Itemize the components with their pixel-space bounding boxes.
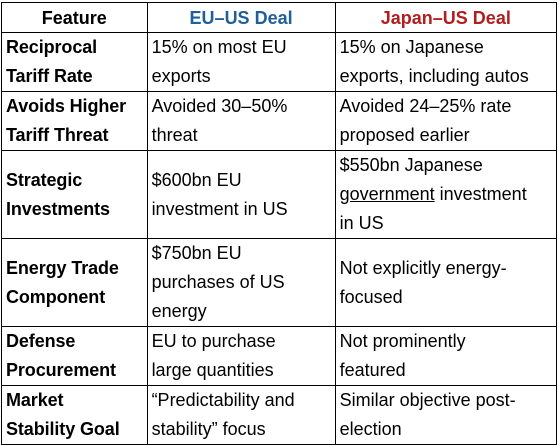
eu-line: $750bn EU bbox=[151, 243, 242, 263]
table-row: Avoids Higher Tariff Threat Avoided 30–5… bbox=[1, 91, 558, 151]
eu-line: Avoided 30–50% bbox=[151, 96, 288, 116]
japan-line: Not prominently bbox=[339, 331, 466, 351]
eu-cell: 15% on most EU exports bbox=[146, 32, 336, 92]
japan-line: election bbox=[339, 419, 402, 439]
japan-cell: Similar objective post- election bbox=[334, 385, 558, 445]
japan-underlined-word: government bbox=[339, 184, 435, 204]
header-feature: Feature bbox=[1, 2, 148, 33]
eu-cell: $600bn EU investment in US bbox=[146, 150, 336, 239]
table-row: Strategic Investments $600bn EU investme… bbox=[1, 150, 558, 239]
eu-line: exports bbox=[151, 66, 211, 86]
feature-line: Market bbox=[6, 390, 64, 410]
feature-line: Tariff Threat bbox=[6, 125, 109, 145]
japan-line: in US bbox=[339, 213, 384, 233]
feature-line: Defense bbox=[6, 331, 76, 351]
japan-line: Avoided 24–25% rate bbox=[339, 96, 512, 116]
header-japan-us-deal: Japan–US Deal bbox=[334, 2, 558, 33]
japan-cell: Avoided 24–25% rate proposed earlier bbox=[334, 91, 558, 151]
feature-line: Strategic bbox=[6, 169, 83, 190]
japan-line: $550bn Japanese bbox=[339, 155, 483, 175]
japan-line: proposed earlier bbox=[339, 125, 470, 145]
eu-line: energy bbox=[151, 301, 207, 321]
japan-cell: 15% on Japanese exports, including autos bbox=[334, 32, 558, 92]
japan-line: Similar objective post- bbox=[339, 390, 516, 410]
eu-line: investment in US bbox=[151, 198, 288, 219]
japan-line: featured bbox=[339, 360, 406, 380]
feature-cell: Market Stability Goal bbox=[1, 385, 148, 445]
japan-line: focused bbox=[339, 286, 403, 307]
eu-line: threat bbox=[151, 125, 198, 145]
eu-line: EU to purchase bbox=[151, 331, 276, 351]
japan-cell: Not prominently featured bbox=[334, 326, 558, 386]
eu-line: large quantities bbox=[151, 360, 274, 380]
eu-line: purchases of US bbox=[151, 272, 285, 292]
japan-line: 15% on Japanese bbox=[339, 37, 484, 57]
feature-line: Energy Trade bbox=[6, 257, 119, 278]
japan-line: exports, including autos bbox=[339, 66, 529, 86]
feature-cell: Avoids Higher Tariff Threat bbox=[1, 91, 148, 151]
table-row: Energy Trade Component $750bn EU purchas… bbox=[1, 238, 558, 327]
table-row: Market Stability Goal “Predictability an… bbox=[1, 385, 558, 445]
eu-line: 15% on most EU bbox=[151, 37, 287, 57]
feature-line: Investments bbox=[6, 198, 110, 219]
eu-line: “Predictability and bbox=[151, 390, 295, 410]
feature-line: Stability Goal bbox=[6, 419, 120, 439]
japan-line: Not explicitly energy- bbox=[339, 257, 507, 278]
japan-line: investment bbox=[434, 184, 527, 204]
feature-line: Reciprocal bbox=[6, 37, 98, 57]
japan-cell: Not explicitly energy- focused bbox=[334, 238, 558, 327]
feature-cell: Energy Trade Component bbox=[1, 238, 148, 327]
eu-line: stability” focus bbox=[151, 419, 266, 439]
feature-cell: Strategic Investments bbox=[1, 150, 148, 239]
eu-cell: “Predictability and stability” focus bbox=[146, 385, 336, 445]
feature-line: Procurement bbox=[6, 360, 116, 380]
feature-line: Component bbox=[6, 286, 106, 307]
feature-cell: Reciprocal Tariff Rate bbox=[1, 32, 148, 92]
table-row: Defense Procurement EU to purchase large… bbox=[1, 326, 558, 386]
feature-line: Tariff Rate bbox=[6, 66, 93, 86]
header-row: Feature EU–US Deal Japan–US Deal bbox=[1, 2, 558, 33]
table-row: Reciprocal Tariff Rate 15% on most EU ex… bbox=[1, 32, 558, 92]
feature-line: Avoids Higher bbox=[6, 96, 127, 116]
eu-cell: EU to purchase large quantities bbox=[146, 326, 336, 386]
eu-cell: Avoided 30–50% threat bbox=[146, 91, 336, 151]
japan-cell: $550bn Japanese government investment in… bbox=[334, 150, 558, 239]
eu-cell: $750bn EU purchases of US energy bbox=[146, 238, 336, 327]
header-eu-us-deal: EU–US Deal bbox=[146, 2, 336, 33]
feature-cell: Defense Procurement bbox=[1, 326, 148, 386]
eu-line: $600bn EU bbox=[151, 169, 242, 190]
